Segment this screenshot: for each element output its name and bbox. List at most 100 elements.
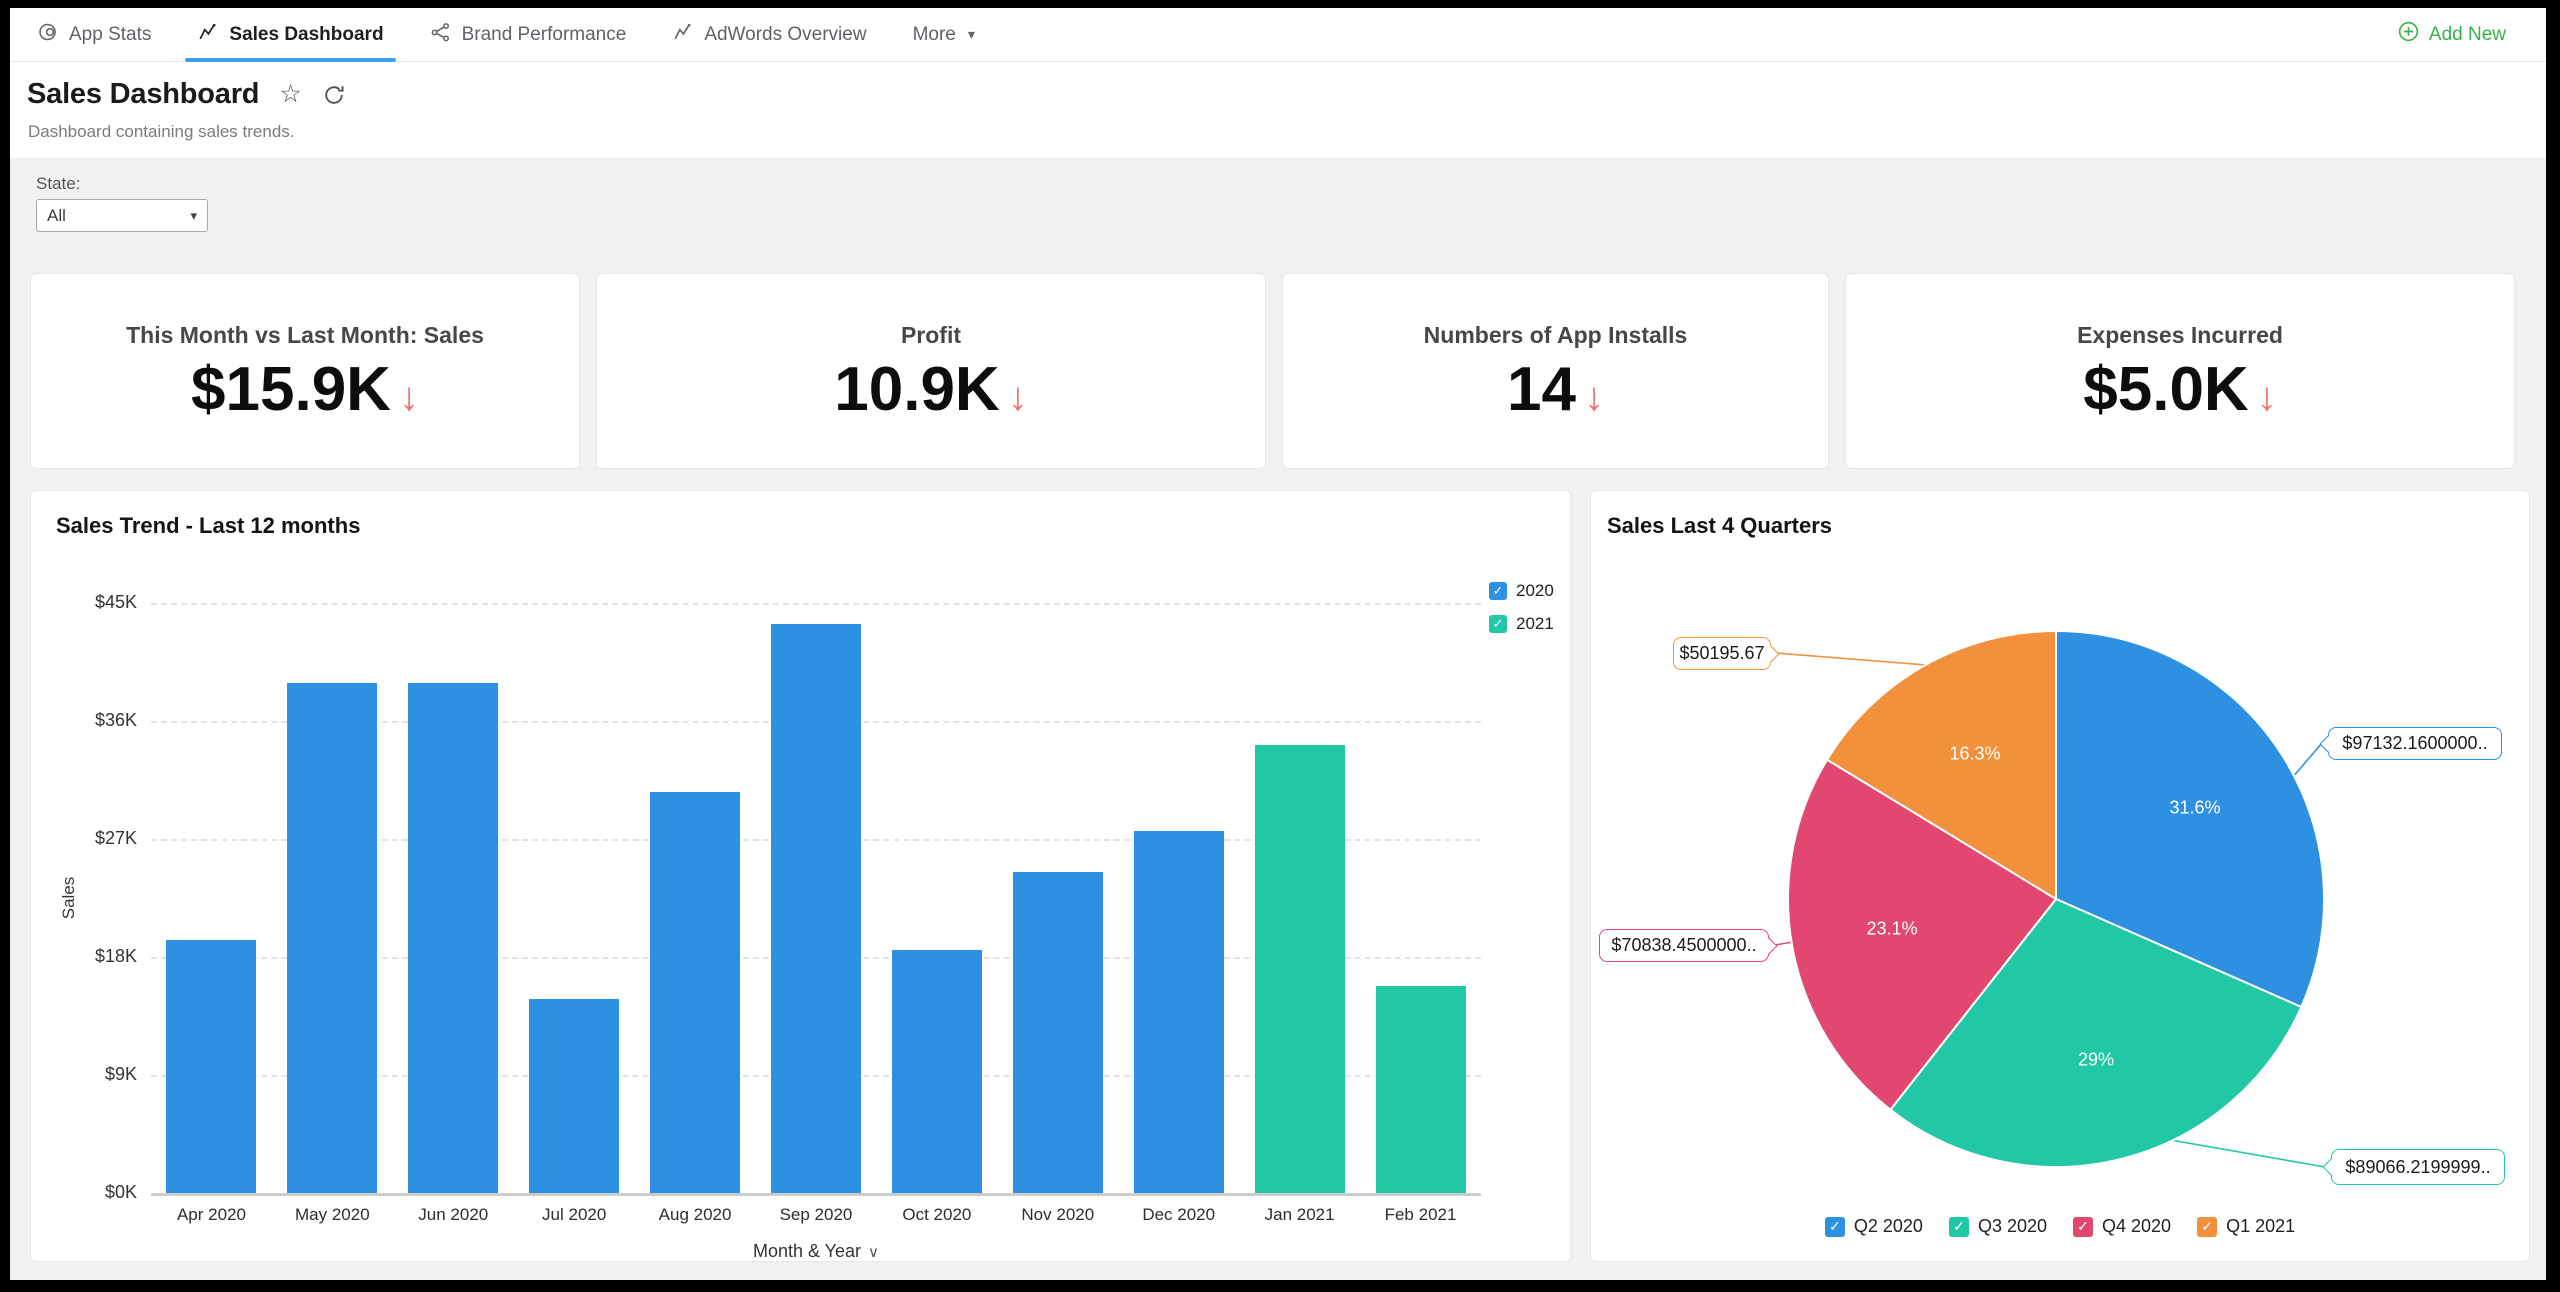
page-title: Sales Dashboard [27,78,260,110]
trend-down-arrow-icon: ↓ [398,374,419,419]
x-tick-label: Jun 2020 [418,1205,489,1224]
pie-slice-q1-2021[interactable] [1826,630,2057,900]
tab-sales-dashboard[interactable]: Sales Dashboard [185,8,396,62]
x-tick-label: Nov 2020 [1021,1205,1095,1224]
kpi-card-expenses[interactable]: Expenses Incurred $5.0K ↓ [1845,273,2515,469]
legend-item-2020: ✓ 2020 [1489,581,1554,601]
tab-label: Brand Performance [461,23,627,45]
legend-checkbox-q3-2020[interactable]: ✓ [1948,1216,1969,1237]
x-tick-label: Dec 2020 [1142,1205,1216,1224]
pie-chart-area: $50195.67 $97132.1600000.. $70838.450000… [1591,491,2529,1261]
bar-nov-2020[interactable] [1012,871,1103,1193]
pie-slice-q3-2020[interactable] [1889,898,2303,1168]
pie-callout-q1-2021[interactable]: $50195.67 [1673,637,1780,670]
page-subtitle: Dashboard containing sales trends. [28,122,295,141]
kpi-value: $15.9K ↓ [191,354,419,424]
kpi-title: This Month vs Last Month: Sales [126,321,484,348]
kpi-value: 10.9K ↓ [834,354,1028,424]
y-tick-label: $36K [94,710,137,730]
x-tick-label: Oct 2020 [902,1205,972,1224]
pie-percent-label: 23.1% [1866,918,1918,939]
pie-slice-q4-2020[interactable] [1787,758,2057,1111]
legend-checkbox-q1-2021[interactable]: ✓ [2197,1216,2218,1237]
trend-down-arrow-icon: ↓ [2256,374,2277,419]
pie-chart-card: Sales Last 4 Quarters $50195.67 $97132.1… [1590,490,2530,1262]
pie-slice-q2-2020[interactable] [2055,630,2325,1008]
bar-slot [514,603,635,1193]
legend-checkbox-q4-2020[interactable]: ✓ [2073,1216,2093,1237]
add-new-button[interactable]: Add New [2397,20,2506,49]
callout-connector-line [1774,941,1794,946]
line-chart-icon [197,21,219,49]
kpi-card-app-installs[interactable]: Numbers of App Installs 14 ↓ [1282,273,1829,469]
x-tick-label: Jan 2021 [1264,1205,1335,1224]
trend-down-arrow-icon: ↓ [1007,374,1028,419]
pie-percent-label: 31.6% [2169,797,2221,818]
x-tick-label: Jul 2020 [542,1205,607,1224]
kpi-card-sales[interactable]: This Month vs Last Month: Sales $15.9K ↓ [30,273,580,469]
plus-circle-icon [2397,20,2420,49]
pie-callout-q3-2020[interactable]: $89066.2199999.. [2322,1149,2505,1185]
pie-chart-svg [1774,630,2326,1168]
callout-connector-line [2164,1138,2326,1168]
callout-connector-line [2291,742,2323,779]
bar-may-2020[interactable] [287,682,378,1193]
legend-label: 2021 [1516,614,1554,633]
bar-chart-plot [151,603,1481,1193]
legend-label: Q4 2020 [2102,1216,2172,1236]
trend-down-arrow-icon: ↓ [1583,374,1604,419]
tab-app-stats[interactable]: App Stats [37,8,151,61]
y-tick-label: $0K [104,1182,137,1202]
tab-label: Sales Dashboard [229,23,384,45]
bar-sep-2020[interactable] [770,623,861,1193]
bar-apr-2020[interactable] [166,939,257,1193]
share-icon [430,21,452,49]
tab-adwords-overview[interactable]: AdWords Overview [672,8,867,61]
x-axis-line [151,1193,1481,1196]
y-tick-label: $45K [94,592,137,612]
legend-checkbox-2021[interactable]: ✓ [1489,615,1507,633]
bar-jan-2021[interactable] [1254,744,1345,1193]
bar-aug-2020[interactable] [650,791,741,1193]
pie-callout-q4-2020[interactable]: $70838.4500000.. [1599,929,1778,962]
legend-checkbox-2020[interactable]: ✓ [1489,582,1507,600]
tab-label: More [912,23,956,45]
bar-jun-2020[interactable] [408,682,499,1193]
kpi-value: $5.0K ↓ [2083,354,2277,424]
y-tick-label: $9K [104,1064,137,1084]
tab-brand-performance[interactable]: Brand Performance [430,8,627,61]
kpi-card-profit[interactable]: Profit 10.9K ↓ [596,273,1266,469]
tab-more[interactable]: More ▾ [913,8,975,61]
legend-checkbox-q2-2020[interactable]: ✓ [1824,1216,1845,1237]
bar-feb-2021[interactable] [1375,985,1466,1193]
bar-oct-2020[interactable] [891,950,982,1193]
state-filter-select[interactable]: All ▾ [36,199,208,232]
callout-connector-line [1774,652,1940,667]
tab-label: AdWords Overview [704,23,867,45]
bar-slot [151,603,272,1193]
star-icon[interactable]: ☆ [279,80,302,108]
legend-label: Q2 2020 [1853,1216,1923,1236]
bar-slot [272,603,393,1193]
page-header: Sales Dashboard ☆ Dashboard containing s… [10,62,2546,158]
pie-percent-label: 29% [2077,1049,2115,1070]
refresh-icon[interactable] [322,83,346,107]
bar-slot [1239,603,1360,1193]
legend-item-2021: ✓ 2021 [1489,614,1554,634]
pie-callout-q2-2020[interactable]: $97132.1600000.. [2319,727,2502,760]
bar-slot [997,603,1118,1193]
bar-jul-2020[interactable] [529,998,620,1193]
pie-chart-legend: ✓ Q2 2020 ✓ Q3 2020 ✓ Q4 2020 ✓ Q1 2021 [1591,1216,2529,1237]
state-filter-label: State: [36,174,81,193]
kpi-value: 14 ↓ [1507,354,1604,424]
bar-slot [1118,603,1239,1193]
bar-chart-title: Sales Trend - Last 12 months [56,513,361,538]
x-axis-title[interactable]: Month & Year ∨ [752,1241,880,1261]
bar-dec-2020[interactable] [1133,831,1224,1193]
bar-slot [635,603,756,1193]
x-tick-label: Feb 2021 [1384,1205,1457,1224]
bar-chart-legend: ✓ 2020 ✓ 2021 [1489,581,1554,647]
legend-item-q3-2020: ✓ Q3 2020 [1948,1216,2047,1237]
legend-item-q4-2020: ✓ Q4 2020 [2073,1216,2171,1237]
